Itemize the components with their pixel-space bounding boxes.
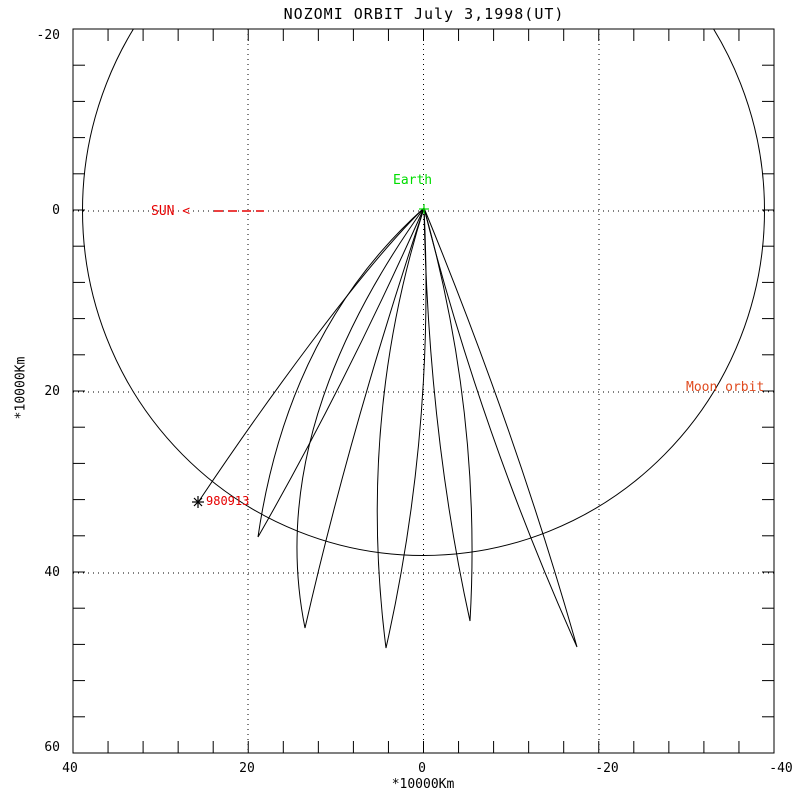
nozomi-trajectory: [198, 207, 578, 649]
moon-orbit-circle: [82, 29, 765, 556]
x-axis-title: *10000Km: [391, 777, 455, 792]
plot-title: NOZOMI ORBIT July 3,1998(UT): [283, 5, 565, 23]
y-tick-label-0: 0: [52, 203, 60, 218]
trajectory-petal-5: [423, 207, 578, 648]
trajectory-petal-3: [376, 207, 427, 649]
trajectory-petal-1: [257, 207, 425, 538]
trajectory-final-leg: [198, 207, 425, 502]
spacecraft-asterisk-marker: [192, 496, 204, 508]
trajectory-petal-2: [296, 207, 425, 629]
y-tick-label-20: 20: [44, 384, 60, 399]
x-tick-label-40: 40: [62, 761, 78, 776]
axis-ticks: [72, 28, 775, 754]
trajectory-petal-4: [423, 207, 473, 622]
earth-plus-marker: [419, 204, 429, 214]
x-tick-label--40: -40: [769, 761, 793, 776]
y-axis-title: *10000Km: [13, 356, 29, 420]
x-tick-label-20: 20: [239, 761, 255, 776]
moon-orbit-label: Moon orbit: [686, 380, 765, 395]
sun-annotation: SUN <: [151, 204, 191, 219]
x-tick-label--20: -20: [595, 761, 619, 776]
gridlines: [73, 29, 774, 753]
earth-label: Earth: [393, 173, 433, 188]
y-tick-label-40: 40: [44, 565, 60, 580]
spacecraft-date-label: 980913: [206, 494, 250, 508]
y-tick-label-60: 60: [44, 740, 60, 755]
x-tick-label-0: 0: [418, 761, 426, 776]
y-tick-label--20: -20: [36, 28, 60, 43]
